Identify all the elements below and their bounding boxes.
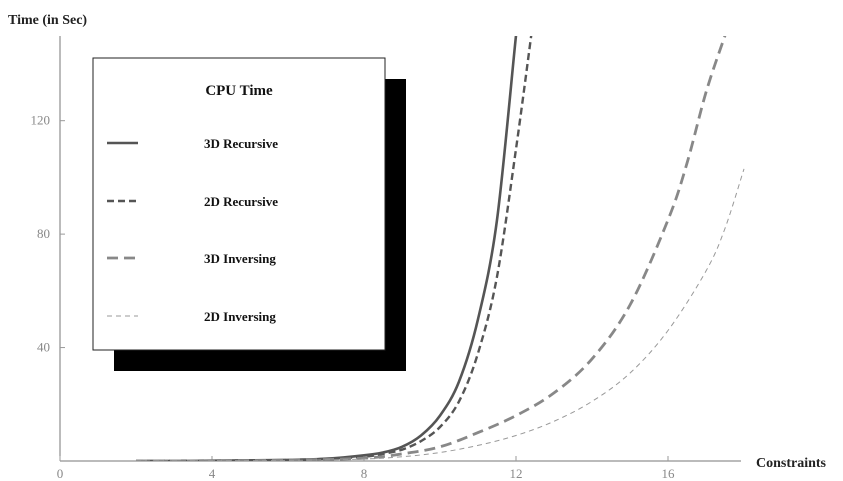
y-axis-title: Time (in Sec) <box>8 13 87 28</box>
x-axis-title: Constraints <box>756 456 827 471</box>
axes: 0 4 8 12 16 40 80 120 Time (in Sec) Constraints <box>8 13 827 481</box>
legend-items: 3D Recursive 2D Recursive 3D Inversing 2D I… <box>107 136 278 324</box>
legend-label: 3D Recursive <box>204 136 278 151</box>
legend-box <box>92 57 386 351</box>
legend-label: 2D Recursive <box>204 194 278 209</box>
x-tick-label: 0 <box>57 466 64 481</box>
x-tick-label: 8 <box>361 466 368 481</box>
x-tick-label: 12 <box>510 466 523 481</box>
series-line-2d-inversing <box>135 168 745 461</box>
legend: CPU Time 3D Recursive 2D Recursive 3D Inve… <box>92 57 406 371</box>
legend-title: CPU Time <box>205 83 273 99</box>
x-tick-label: 16 <box>662 466 676 481</box>
series-layer <box>135 36 745 461</box>
x-tick-label: 4 <box>209 466 216 481</box>
legend-label: 3D Inversing <box>204 251 276 266</box>
legend-label: 2D Inversing <box>204 309 276 324</box>
y-tick-label: 40 <box>37 340 50 355</box>
series-line-3d-inversing <box>135 36 727 461</box>
y-tick-label: 120 <box>31 113 51 128</box>
y-tick-label: 80 <box>37 226 50 241</box>
